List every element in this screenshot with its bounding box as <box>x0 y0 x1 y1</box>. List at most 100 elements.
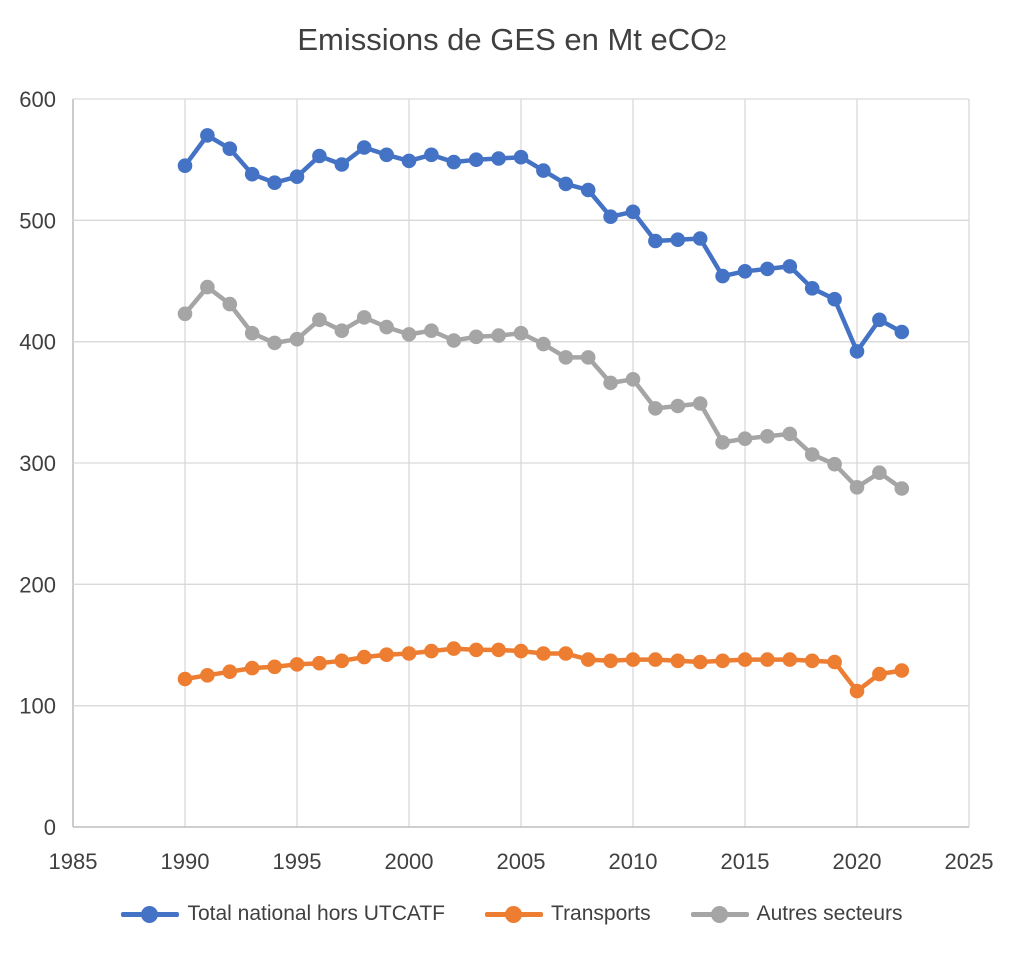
data-point-total-national-hors-utcatf-2001 <box>424 147 439 163</box>
data-point-total-national-hors-utcatf-2019 <box>827 291 842 307</box>
data-point-total-national-hors-utcatf-2013 <box>692 231 708 246</box>
data-point-total-national-hors-utcatf-1999 <box>379 147 394 163</box>
data-point-transports-1996 <box>312 655 327 671</box>
x-tick-label-2015: 2015 <box>721 849 770 874</box>
x-tick-label-2010: 2010 <box>609 849 658 874</box>
x-tick-label-2005: 2005 <box>497 849 546 874</box>
data-point-transports-1994 <box>267 659 282 675</box>
data-point-transports-1995 <box>289 657 305 672</box>
data-point-autres-secteurs-2010 <box>625 372 641 387</box>
y-tick-label-400: 400 <box>19 330 56 355</box>
data-point-autres-secteurs-1999 <box>379 319 394 335</box>
data-point-transports-2011 <box>648 652 663 667</box>
data-point-total-national-hors-utcatf-2017 <box>782 259 798 274</box>
y-tick-label-300: 300 <box>19 451 56 476</box>
data-point-transports-1993 <box>244 660 260 676</box>
data-point-autres-secteurs-2012 <box>670 398 686 414</box>
data-point-total-national-hors-utcatf-2014 <box>715 268 730 284</box>
data-point-total-national-hors-utcatf-1991 <box>200 128 215 143</box>
data-point-autres-secteurs-2006 <box>536 336 551 352</box>
series-line-autres-secteurs <box>182 284 905 491</box>
data-point-total-national-hors-utcatf-2020 <box>849 344 865 359</box>
data-point-transports-2000 <box>401 646 417 661</box>
data-point-transports-2005 <box>513 643 529 659</box>
data-point-total-national-hors-utcatf-2011 <box>648 233 663 249</box>
legend-label-autres: Autres secteurs <box>756 902 903 925</box>
data-point-autres-secteurs-2009 <box>603 375 618 391</box>
data-point-transports-2019 <box>827 654 842 670</box>
y-tick-label-0: 0 <box>44 815 56 840</box>
data-point-autres-secteurs-1997 <box>334 323 350 339</box>
x-tick-label-2020: 2020 <box>833 849 882 874</box>
data-point-total-national-hors-utcatf-2004 <box>491 151 506 166</box>
data-point-total-national-hors-utcatf-2007 <box>558 176 574 192</box>
data-point-total-national-hors-utcatf-2022 <box>894 324 910 340</box>
data-point-total-national-hors-utcatf-1995 <box>289 169 305 184</box>
data-point-autres-secteurs-2011 <box>648 401 663 416</box>
legend-item-autres-secteurs: Autres secteurs <box>690 902 903 926</box>
data-point-autres-secteurs-2008 <box>580 350 596 365</box>
data-point-autres-secteurs-2013 <box>692 396 708 411</box>
data-point-autres-secteurs-1990 <box>177 306 193 322</box>
data-point-transports-2004 <box>491 642 506 658</box>
chart-legend: Total national hors UTCATF Transports Au… <box>0 902 1024 926</box>
legend-marker-transports-icon <box>485 905 544 923</box>
data-point-autres-secteurs-2007 <box>558 350 574 365</box>
chart-title-subscript: 2 <box>714 30 727 55</box>
data-point-transports-2003 <box>468 642 484 658</box>
data-point-total-national-hors-utcatf-1993 <box>244 166 260 182</box>
data-point-transports-2007 <box>558 646 574 661</box>
data-point-transports-2006 <box>536 646 551 661</box>
x-tick-label-2025: 2025 <box>945 849 994 874</box>
y-tick-label-200: 200 <box>19 572 56 597</box>
data-point-total-national-hors-utcatf-2010 <box>625 204 641 220</box>
chart-title: Emissions de GES en Mt eCO2 <box>0 22 1024 58</box>
data-point-autres-secteurs-2021 <box>872 465 887 481</box>
x-tick-label-2000: 2000 <box>385 849 434 874</box>
data-point-autres-secteurs-2015 <box>737 431 753 447</box>
data-point-transports-2015 <box>737 652 753 667</box>
data-point-transports-2012 <box>670 653 686 669</box>
data-point-autres-secteurs-2016 <box>760 429 775 444</box>
data-point-total-national-hors-utcatf-2016 <box>760 261 775 277</box>
data-point-transports-1991 <box>200 668 215 683</box>
data-point-total-national-hors-utcatf-1990 <box>177 158 193 173</box>
data-point-autres-secteurs-1991 <box>200 279 215 295</box>
data-point-transports-1998 <box>356 649 372 665</box>
data-point-autres-secteurs-2001 <box>424 323 439 339</box>
data-point-transports-2013 <box>692 654 708 670</box>
data-point-total-national-hors-utcatf-2000 <box>401 153 417 169</box>
y-tick-label-100: 100 <box>19 694 56 719</box>
data-point-total-national-hors-utcatf-1998 <box>356 140 372 155</box>
y-tick-label-500: 500 <box>19 208 56 233</box>
data-point-total-national-hors-utcatf-1994 <box>267 175 282 190</box>
data-point-autres-secteurs-1993 <box>244 325 260 341</box>
data-point-total-national-hors-utcatf-1992 <box>222 141 238 156</box>
data-point-autres-secteurs-1992 <box>222 296 238 312</box>
data-point-transports-1990 <box>177 671 193 687</box>
data-point-autres-secteurs-2019 <box>827 456 842 472</box>
y-tick-label-600: 600 <box>19 87 56 112</box>
data-point-autres-secteurs-2020 <box>849 480 865 495</box>
data-point-total-national-hors-utcatf-2015 <box>737 264 753 279</box>
data-point-transports-2001 <box>424 643 439 659</box>
data-point-autres-secteurs-2014 <box>715 435 730 450</box>
x-tick-label-1995: 1995 <box>273 849 322 874</box>
data-point-total-national-hors-utcatf-2018 <box>804 281 820 296</box>
data-point-total-national-hors-utcatf-2009 <box>603 209 618 224</box>
data-point-autres-secteurs-2002 <box>446 333 462 348</box>
data-point-transports-1992 <box>222 664 238 679</box>
data-point-transports-2020 <box>849 683 865 699</box>
chart-title-text: Emissions de GES en Mt eCO <box>297 22 715 57</box>
legend-item-transports: Transports <box>485 902 651 926</box>
legend-marker-autres-icon <box>690 905 749 923</box>
data-point-transports-1997 <box>334 653 350 669</box>
data-point-total-national-hors-utcatf-2008 <box>580 182 596 198</box>
data-point-autres-secteurs-1995 <box>289 331 305 347</box>
data-point-transports-2008 <box>580 652 596 667</box>
data-point-autres-secteurs-1994 <box>267 335 282 351</box>
data-point-transports-2022 <box>894 663 910 678</box>
data-point-total-national-hors-utcatf-2005 <box>513 149 529 165</box>
